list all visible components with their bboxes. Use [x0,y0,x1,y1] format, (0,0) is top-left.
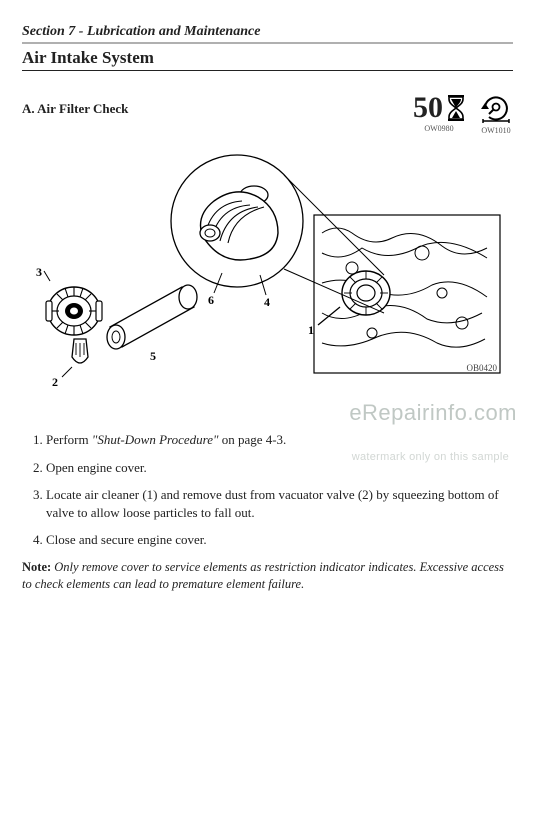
callout-1: 1 [308,323,314,338]
check-label: A. Air Filter Check [22,93,128,117]
step-4: Close and secure engine cover. [46,531,513,549]
diagram-svg [22,153,512,413]
callout-4: 4 [264,295,270,310]
callout-3: 3 [36,265,42,280]
callout-5: 5 [150,349,156,364]
scope-block: OW1010 [479,93,513,135]
step-1: Perform "Shut-Down Procedure" on page 4-… [46,431,513,449]
scope-icon [479,110,513,127]
check-header-row: A. Air Filter Check 50 OW0980 [22,93,513,135]
steps-list: Perform "Shut-Down Procedure" on page 4-… [22,431,513,549]
step-3: Locate air cleaner (1) and remove dust f… [46,486,513,521]
note-text: Only remove cover to service elements as… [22,560,504,591]
diagram-area: 3 2 5 6 4 1 OB0420 [22,153,513,413]
interval-value: 50 [413,93,443,123]
callout-6: 6 [208,293,214,308]
step-1-pre: Perform [46,432,92,447]
note-label: Note: [22,560,51,574]
hourglass-icon [447,95,465,126]
figure-code: OB0420 [466,363,497,373]
interval-block: 50 OW0980 [413,93,465,133]
callout-2: 2 [52,375,58,390]
step-1-post: on page 4-3. [218,432,286,447]
section-title: Section 7 - Lubrication and Maintenance [22,24,513,44]
step-2: Open engine cover. [46,459,513,477]
scope-code: OW1010 [479,126,513,135]
check-icons: 50 OW0980 [413,93,513,135]
subsystem-title: Air Intake System [22,48,513,71]
note: Note: Only remove cover to service eleme… [22,559,513,593]
step-1-ref: "Shut-Down Procedure" [92,432,219,447]
